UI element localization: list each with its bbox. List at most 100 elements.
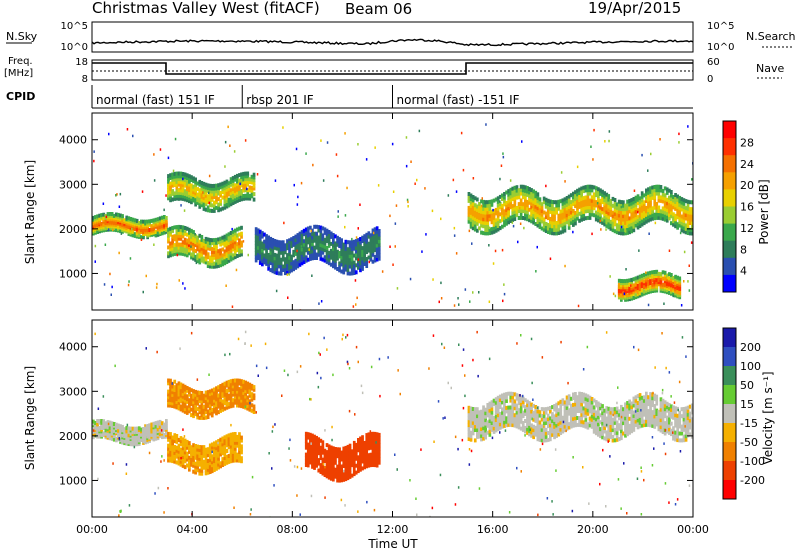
heatmap-cell — [217, 240, 220, 245]
heatmap-cell — [542, 407, 546, 412]
heatmap-cell — [486, 228, 490, 232]
heatmap-cell — [160, 215, 164, 220]
heatmap-cell — [512, 224, 515, 228]
heatmap-cell — [311, 451, 314, 455]
heatmap-cell — [645, 188, 648, 193]
heatmap-cell — [163, 230, 166, 235]
heatmap-cell — [480, 204, 483, 208]
heatmap-cell — [513, 206, 517, 211]
heatmap-cell — [185, 176, 189, 180]
heatmap-cell — [284, 243, 287, 248]
heatmap-cell — [304, 445, 308, 450]
heatmap-cell — [601, 428, 604, 433]
heatmap-cell — [371, 238, 375, 243]
heatmap-cell — [603, 198, 606, 203]
heatmap-cell — [511, 211, 515, 215]
heatmap-cell — [588, 188, 592, 193]
heatmap-cell — [480, 213, 483, 218]
heatmap-cell — [321, 464, 325, 469]
heatmap-cell — [354, 449, 358, 454]
heatmap-cell — [663, 210, 667, 215]
heatmap-cell — [109, 272, 111, 276]
heatmap-cell — [188, 398, 191, 403]
heatmap-cell — [584, 205, 588, 210]
heatmap-cell — [217, 249, 220, 254]
heatmap-cell — [215, 460, 218, 465]
heatmap-cell — [542, 435, 546, 439]
heatmap-cell — [507, 206, 510, 211]
heatmap-cell — [320, 300, 323, 303]
heatmap-cell — [626, 280, 629, 285]
heatmap-cell — [267, 263, 270, 268]
heatmap-cell — [223, 202, 227, 207]
heatmap-cell — [657, 282, 661, 287]
heatmap-cell — [369, 445, 373, 450]
heatmap-cell — [223, 261, 227, 266]
heatmap-cell — [342, 450, 346, 455]
heatmap-cell — [599, 427, 602, 432]
heatmap-cell — [630, 286, 634, 291]
heatmap-cell — [578, 391, 581, 396]
heatmap-cell — [478, 420, 481, 425]
heatmap-cell — [244, 391, 247, 396]
heatmap-cell — [521, 403, 525, 408]
heatmap-cell — [676, 284, 679, 288]
heatmap-cell — [594, 417, 598, 422]
heatmap-cell — [250, 403, 254, 408]
heatmap-cell — [240, 450, 243, 455]
heatmap-cell — [238, 192, 241, 197]
heatmap-cell — [302, 242, 306, 247]
heatmap-cell — [325, 246, 329, 250]
heatmap-cell — [217, 439, 220, 443]
heatmap-cell — [306, 432, 310, 437]
heatmap-cell — [599, 406, 602, 411]
heatmap-cell — [284, 264, 287, 269]
heatmap-cell — [236, 236, 239, 241]
heatmap-cell — [657, 209, 661, 213]
heatmap-cell — [332, 243, 335, 248]
heatmap-cell — [546, 223, 550, 227]
heatmap-cell — [238, 452, 241, 457]
heatmap-cell — [638, 199, 642, 204]
heatmap-cell — [304, 231, 308, 235]
heatmap-cell — [676, 215, 679, 220]
heatmap-cell — [538, 430, 542, 435]
heatmap-cell — [486, 403, 490, 407]
nsky-tick-bottom-right: 10^0 — [707, 42, 734, 53]
heatmap-cell — [320, 139, 322, 142]
heatmap-cell — [591, 232, 593, 236]
heatmap-cell — [690, 217, 693, 222]
heatmap-cell — [188, 193, 191, 198]
heatmap-cell — [169, 458, 172, 463]
heatmap-cell — [313, 448, 316, 453]
heatmap-cell — [200, 243, 204, 248]
heatmap-cell — [584, 202, 588, 207]
heatmap-cell — [511, 197, 515, 202]
heatmap-cell — [323, 227, 327, 232]
heatmap-cell — [509, 398, 513, 403]
heatmap-cell — [686, 203, 690, 208]
heatmap-cell — [206, 237, 210, 242]
heatmap-cell — [515, 417, 519, 422]
heatmap-cell — [313, 455, 316, 460]
heatmap-cell — [482, 210, 485, 215]
heatmap-cell — [655, 205, 659, 210]
heatmap-cell — [659, 280, 663, 285]
heatmap-cell — [605, 220, 609, 225]
heatmap-cell — [202, 459, 206, 464]
heatmap-cell — [480, 430, 483, 435]
heatmap-cell — [348, 247, 352, 252]
heatmap-cell — [653, 185, 657, 189]
heatmap-cell — [327, 250, 331, 255]
heatmap-cell — [622, 283, 625, 288]
heatmap-cell — [215, 389, 218, 394]
heatmap-cell — [267, 242, 270, 247]
heatmap-cell — [473, 410, 477, 415]
heatmap-cell — [532, 220, 535, 225]
heatmap-cell — [196, 256, 199, 261]
heatmap-cell — [242, 196, 245, 201]
heatmap-cell — [576, 416, 579, 420]
heatmap-cell — [236, 182, 239, 187]
heatmap-cell — [169, 455, 172, 460]
heatmap-cell — [647, 271, 650, 276]
